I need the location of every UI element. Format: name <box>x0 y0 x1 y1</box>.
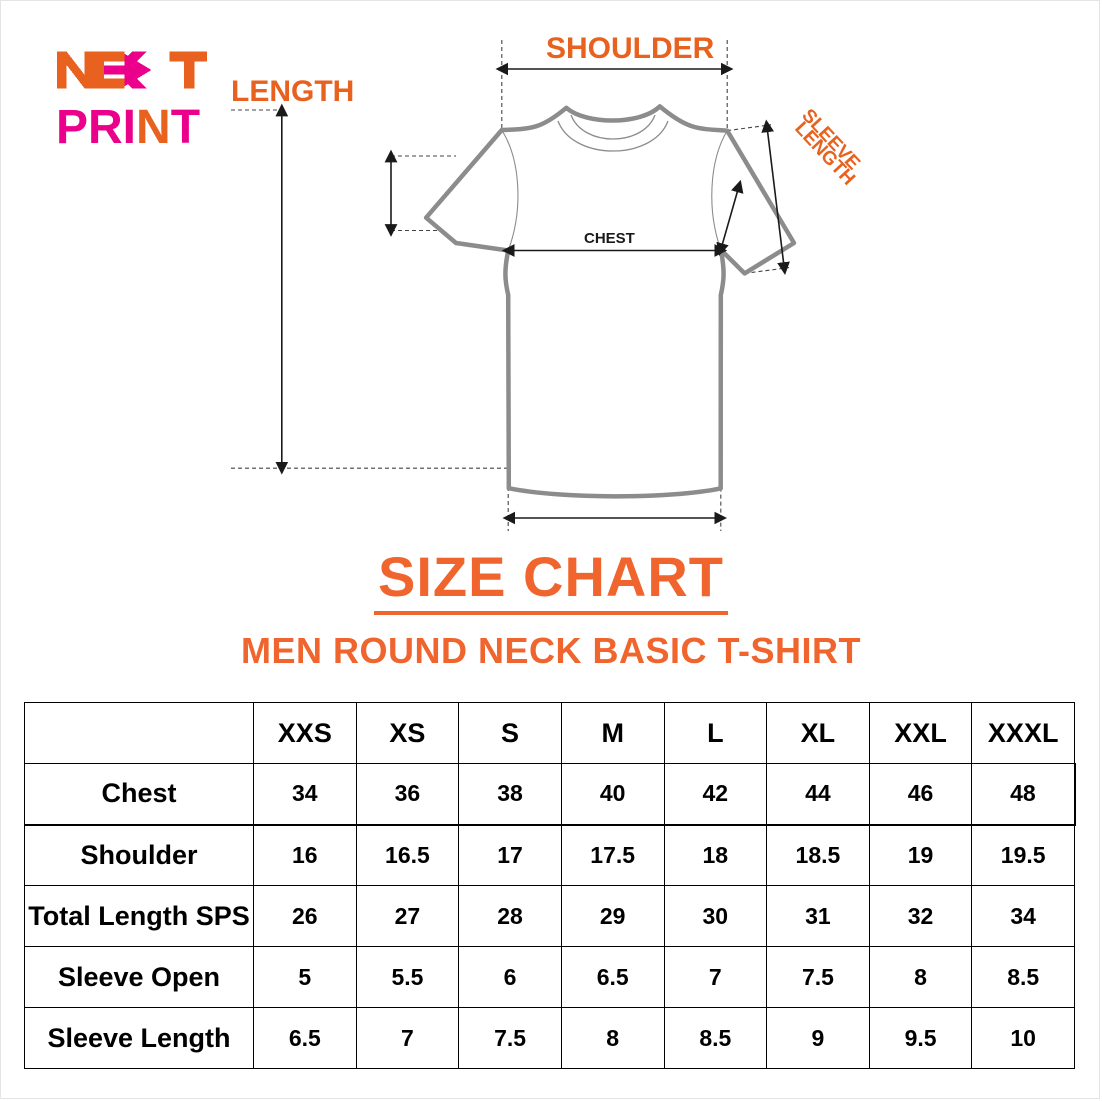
svg-text:CHEST: CHEST <box>584 230 635 247</box>
svg-text:LENGTH: LENGTH <box>231 75 354 108</box>
svg-text:SHOULDER: SHOULDER <box>546 32 715 65</box>
